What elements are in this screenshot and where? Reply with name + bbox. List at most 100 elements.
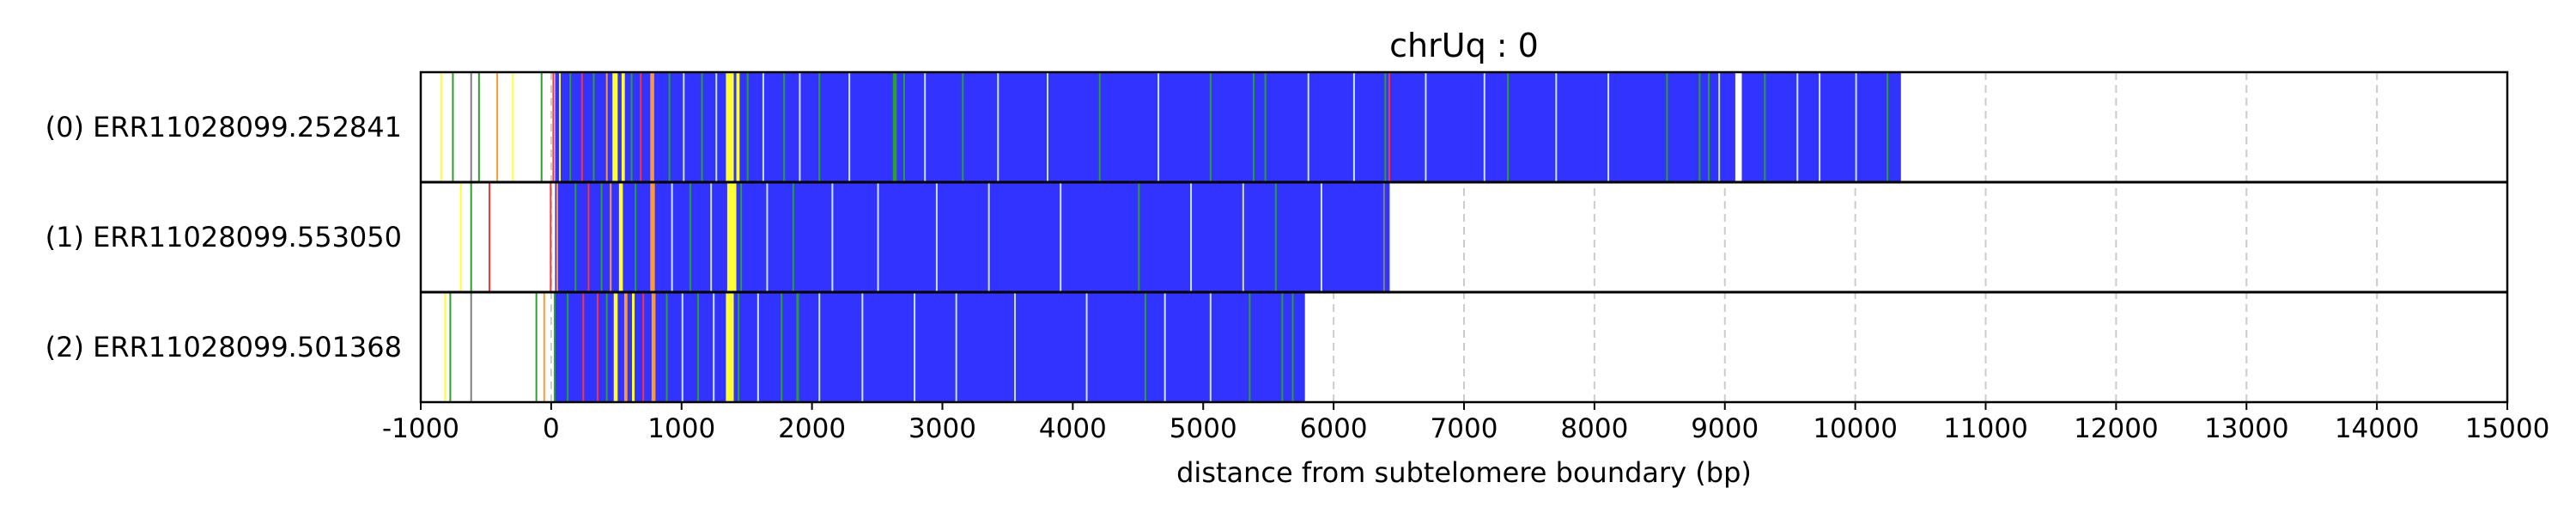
motif-mark-yellow xyxy=(440,72,442,182)
motif-mark-green xyxy=(630,72,633,182)
motif-mark-yellow xyxy=(512,72,514,182)
repeat-span xyxy=(555,292,1305,402)
motif-mark-light xyxy=(762,72,764,182)
read-track-2 xyxy=(444,292,1305,402)
reads-layer xyxy=(440,72,1901,402)
motif-mark-green xyxy=(892,72,897,182)
motif-mark-yellow xyxy=(444,292,447,402)
motif-mark-green xyxy=(592,72,595,182)
motif-mark-light xyxy=(1190,182,1193,292)
x-tick-label: 7000 xyxy=(1431,413,1498,444)
x-tick-label: 1000 xyxy=(647,413,715,444)
motif-mark-orange xyxy=(623,292,628,402)
motif-mark-yellow xyxy=(736,72,740,182)
motif-mark-yellow xyxy=(726,72,734,182)
motif-mark-light xyxy=(1796,72,1799,182)
x-tick-label: 12000 xyxy=(2074,413,2159,444)
motif-mark-green xyxy=(818,72,821,182)
motif-mark-yellow xyxy=(618,182,623,292)
motif-mark-orange xyxy=(610,182,612,292)
motif-mark-light xyxy=(1320,182,1322,292)
motif-mark-light xyxy=(799,72,801,182)
motif-mark-green xyxy=(902,72,905,182)
motif-mark-red xyxy=(550,182,552,292)
motif-mark-light xyxy=(766,182,769,292)
motif-mark-green xyxy=(553,292,556,402)
motif-mark-light xyxy=(1163,292,1166,402)
motif-mark-gray xyxy=(1382,182,1385,292)
read-label-2: (2) ERR11028099.501368 xyxy=(46,331,402,363)
motif-mark-orange xyxy=(605,72,608,182)
motif-mark-green xyxy=(1507,72,1510,182)
x-axis-label: distance from subtelomere boundary (bp) xyxy=(1176,456,1752,489)
motif-mark-light xyxy=(1855,72,1857,182)
motif-mark-light xyxy=(1060,182,1062,292)
motif-mark-light xyxy=(1718,72,1721,182)
motif-mark-light xyxy=(955,292,957,402)
motif-mark-red xyxy=(580,72,583,182)
motif-mark-yellow xyxy=(726,292,734,402)
motif-mark-orange xyxy=(650,72,654,182)
motif-mark-green xyxy=(452,72,454,182)
motif-mark-green xyxy=(1264,72,1267,182)
motif-mark-light xyxy=(710,182,713,292)
motif-mark-orange xyxy=(543,292,545,402)
motif-mark-green xyxy=(796,292,799,402)
motif-mark-orange xyxy=(556,182,558,292)
motif-mark-light xyxy=(831,182,834,292)
motif-mark-green xyxy=(1138,182,1140,292)
read-label-1: (1) ERR11028099.553050 xyxy=(46,221,402,253)
motif-mark-green xyxy=(574,182,577,292)
motif-mark-light xyxy=(914,292,916,402)
motif-mark-yellow xyxy=(459,182,462,292)
motif-mark-orange xyxy=(496,72,499,182)
motif-mark-green xyxy=(740,182,743,292)
motif-mark-light xyxy=(1242,182,1244,292)
motif-mark-green xyxy=(1144,292,1146,402)
motif-mark-yellow xyxy=(613,292,618,402)
motif-mark-light xyxy=(1555,72,1558,182)
motif-mark-green xyxy=(635,182,637,292)
motif-mark-red xyxy=(1388,72,1390,182)
read-labels: (0) ERR11028099.252841 (1) ERR11028099.55… xyxy=(46,111,402,363)
x-tick-label: 6000 xyxy=(1300,413,1368,444)
motif-mark-gray xyxy=(470,292,472,402)
motif-mark-green xyxy=(696,292,699,402)
motif-mark-green xyxy=(1384,72,1387,182)
motif-mark-green xyxy=(605,292,608,402)
motif-mark-light xyxy=(1157,72,1160,182)
motif-mark-green xyxy=(1666,72,1668,182)
motif-mark-light xyxy=(1425,72,1427,182)
motif-mark-red xyxy=(642,292,645,402)
motif-mark-green xyxy=(569,72,572,182)
motif-mark-red xyxy=(597,292,599,402)
motif-mark-light xyxy=(1047,72,1048,182)
repeat-span xyxy=(555,182,1390,292)
motif-mark-light xyxy=(756,292,759,402)
repeat-span xyxy=(555,72,1735,182)
motif-mark-green xyxy=(689,182,691,292)
motif-mark-green xyxy=(701,72,703,182)
motif-mark-red xyxy=(582,292,585,402)
motif-mark-light xyxy=(818,292,821,402)
motif-mark-light xyxy=(935,182,938,292)
motif-mark-green xyxy=(746,72,749,182)
motif-mark-green xyxy=(1281,292,1284,402)
motif-mark-yellow xyxy=(558,72,561,182)
motif-mark-light xyxy=(1209,292,1212,402)
motif-mark-green xyxy=(540,72,543,182)
x-tick-label: 15000 xyxy=(2465,413,2550,444)
x-tick-label: 3000 xyxy=(908,413,976,444)
motif-mark-yellow xyxy=(621,72,625,182)
x-tick-label: 0 xyxy=(543,413,560,444)
x-tick-label: 5000 xyxy=(1170,413,1237,444)
motif-mark-light xyxy=(1483,72,1485,182)
motif-mark-light xyxy=(683,72,685,182)
read-track-0 xyxy=(440,72,1901,182)
motif-mark-light xyxy=(997,72,999,182)
read-track-1 xyxy=(459,182,1390,292)
motif-mark-yellow xyxy=(612,72,618,182)
motif-mark-green xyxy=(477,72,480,182)
motif-mark-light xyxy=(924,72,927,182)
